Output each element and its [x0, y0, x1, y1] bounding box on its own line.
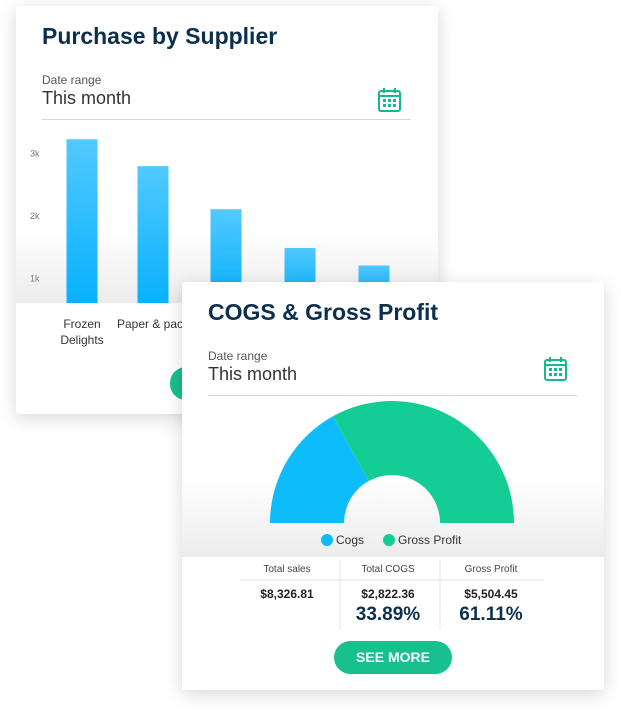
date-value[interactable]: This month: [42, 88, 132, 108]
bar: [66, 139, 98, 303]
underline: [42, 119, 411, 120]
table-header: Total sales: [263, 564, 311, 575]
bar: [137, 166, 169, 303]
table-amount: $8,326.81: [260, 587, 314, 601]
x-tick-label: Paper & pack: [116, 317, 190, 331]
plot-fade: [182, 477, 604, 557]
legend-label: Cogs: [336, 533, 364, 547]
card-title: COGS & Gross Profit: [208, 299, 439, 325]
donut-segment: [270, 416, 369, 523]
date-value[interactable]: This month: [208, 364, 298, 384]
date-label: Date range: [208, 349, 268, 363]
y-tick-label: 2k: [30, 211, 40, 221]
table-amount: $5,504.45: [464, 587, 518, 601]
y-tick-label: 3k: [30, 148, 40, 158]
legend-dot: [383, 534, 395, 546]
underline: [208, 395, 577, 396]
donut-segment: [332, 401, 514, 523]
table-amount: $2,822.36: [361, 587, 415, 601]
cogs-card: Cogs Gross Profit COGS & Gross Profit Dat…: [182, 282, 604, 690]
table-header: Gross Profit: [464, 564, 518, 575]
x-tick-label: Frozen Delights: [60, 317, 104, 347]
y-tick-label: 1k: [30, 273, 40, 283]
table-header: Total COGS: [361, 564, 415, 575]
table-percent: 33.89%: [355, 604, 421, 625]
donut-chart: Cogs Gross Profit: [182, 357, 604, 690]
see-more-button[interactable]: SEE MORE: [334, 641, 452, 674]
calendar-icon: [378, 88, 401, 112]
date-label: Date range: [42, 73, 102, 87]
calendar-icon: [544, 357, 567, 381]
card-title: Purchase by Supplier: [42, 23, 278, 49]
table-percent: 61.11%: [459, 604, 523, 625]
legend-dot: [321, 534, 333, 546]
legend-label: Gross Profit: [398, 533, 462, 547]
